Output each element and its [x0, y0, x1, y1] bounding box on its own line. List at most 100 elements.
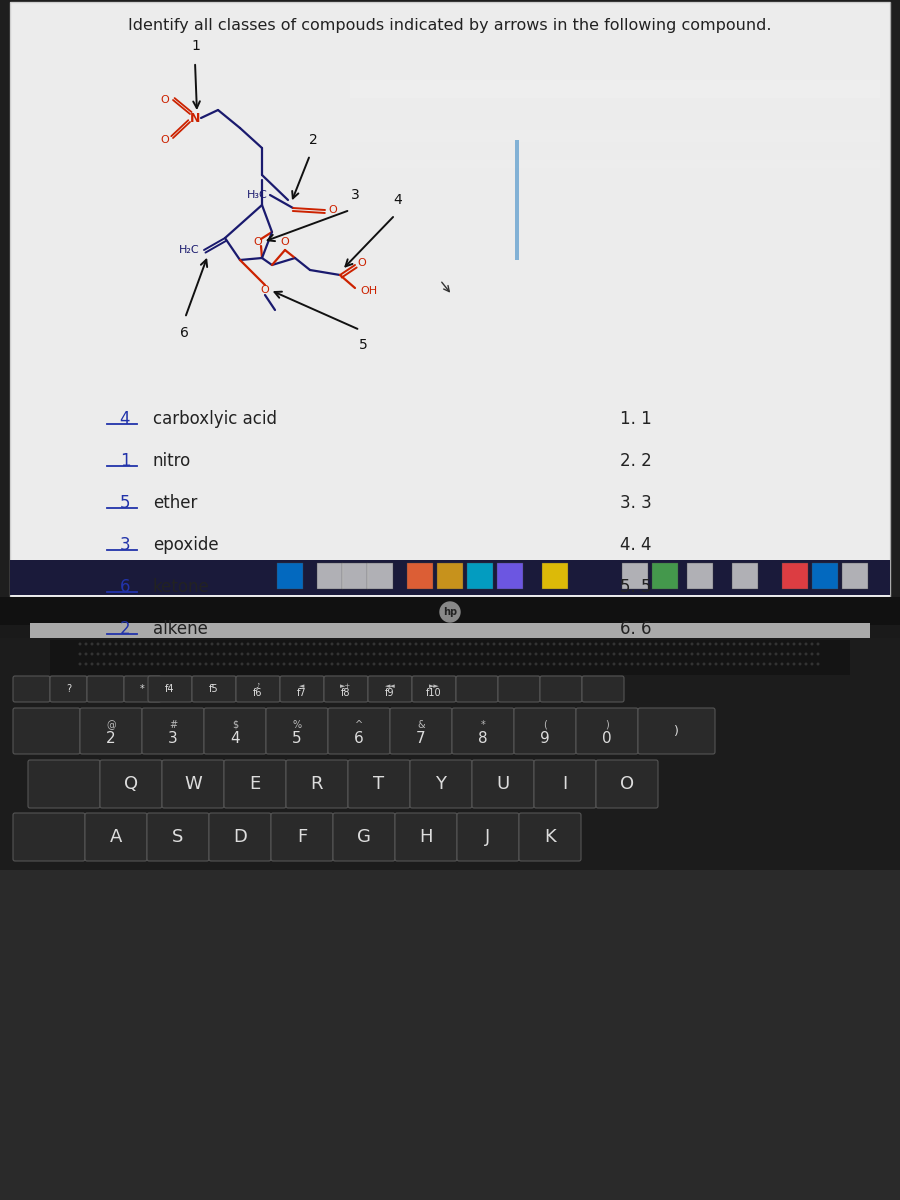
- Circle shape: [577, 643, 579, 644]
- Text: ►►: ►►: [428, 683, 439, 689]
- Circle shape: [361, 653, 363, 655]
- Text: 5. 5: 5. 5: [620, 578, 652, 596]
- Circle shape: [493, 643, 495, 644]
- Circle shape: [739, 664, 741, 665]
- Circle shape: [811, 643, 813, 644]
- Text: 1: 1: [192, 38, 201, 53]
- Circle shape: [367, 653, 369, 655]
- Circle shape: [631, 643, 633, 644]
- Circle shape: [307, 653, 309, 655]
- Circle shape: [145, 653, 147, 655]
- Text: H₂C: H₂C: [179, 245, 200, 254]
- Circle shape: [631, 653, 633, 655]
- Circle shape: [421, 643, 423, 644]
- Text: 3: 3: [351, 188, 359, 202]
- Circle shape: [379, 643, 381, 644]
- Circle shape: [163, 643, 165, 644]
- Text: ►+: ►+: [340, 683, 352, 689]
- Circle shape: [199, 664, 201, 665]
- Bar: [467, 563, 493, 589]
- FancyBboxPatch shape: [519, 814, 581, 862]
- Circle shape: [547, 643, 549, 644]
- Circle shape: [619, 643, 621, 644]
- Circle shape: [799, 643, 801, 644]
- Circle shape: [385, 653, 387, 655]
- Circle shape: [133, 643, 135, 644]
- FancyBboxPatch shape: [85, 814, 147, 862]
- Circle shape: [529, 643, 531, 644]
- Circle shape: [793, 653, 795, 655]
- Bar: [812, 563, 838, 589]
- Text: #: #: [169, 720, 177, 730]
- Circle shape: [745, 653, 747, 655]
- FancyBboxPatch shape: [162, 760, 224, 808]
- Circle shape: [253, 664, 255, 665]
- Bar: [350, 130, 880, 142]
- Circle shape: [367, 664, 369, 665]
- Circle shape: [739, 643, 741, 644]
- Bar: [277, 563, 303, 589]
- Circle shape: [79, 653, 81, 655]
- Text: alkene: alkene: [153, 620, 208, 638]
- Circle shape: [241, 643, 243, 644]
- Circle shape: [505, 643, 507, 644]
- Bar: [10, 560, 890, 595]
- Circle shape: [181, 664, 183, 665]
- Text: epoxide: epoxide: [153, 536, 219, 554]
- Circle shape: [595, 643, 597, 644]
- Circle shape: [145, 643, 147, 644]
- Text: *: *: [140, 684, 145, 694]
- Circle shape: [781, 664, 783, 665]
- FancyBboxPatch shape: [266, 708, 328, 754]
- Circle shape: [325, 643, 327, 644]
- Text: 4: 4: [120, 410, 130, 428]
- Text: 9: 9: [540, 731, 550, 746]
- FancyBboxPatch shape: [540, 676, 582, 702]
- Circle shape: [433, 653, 435, 655]
- Text: ◄◄: ◄◄: [384, 683, 395, 689]
- Circle shape: [457, 653, 459, 655]
- Circle shape: [817, 664, 819, 665]
- Text: U: U: [497, 775, 509, 793]
- Circle shape: [451, 653, 453, 655]
- Circle shape: [259, 643, 261, 644]
- Circle shape: [97, 653, 99, 655]
- Text: 4. 4: 4. 4: [620, 536, 652, 554]
- Text: O: O: [160, 134, 169, 145]
- Circle shape: [133, 664, 135, 665]
- Circle shape: [667, 643, 669, 644]
- Circle shape: [181, 653, 183, 655]
- Circle shape: [169, 664, 171, 665]
- Circle shape: [619, 653, 621, 655]
- FancyBboxPatch shape: [412, 676, 456, 702]
- Text: E: E: [249, 775, 261, 793]
- FancyBboxPatch shape: [80, 708, 142, 754]
- Text: 6: 6: [120, 578, 130, 596]
- Circle shape: [763, 653, 765, 655]
- Text: 3: 3: [120, 536, 130, 554]
- Text: 1: 1: [120, 452, 130, 470]
- FancyBboxPatch shape: [224, 760, 286, 808]
- Circle shape: [79, 643, 81, 644]
- Circle shape: [721, 664, 723, 665]
- Circle shape: [259, 653, 261, 655]
- Circle shape: [217, 643, 219, 644]
- Circle shape: [241, 664, 243, 665]
- FancyBboxPatch shape: [286, 760, 348, 808]
- Circle shape: [97, 664, 99, 665]
- Circle shape: [727, 643, 729, 644]
- Circle shape: [433, 664, 435, 665]
- Circle shape: [649, 653, 651, 655]
- Text: 6: 6: [180, 326, 188, 340]
- Circle shape: [523, 643, 525, 644]
- Circle shape: [397, 664, 399, 665]
- Circle shape: [613, 664, 615, 665]
- Circle shape: [505, 653, 507, 655]
- Circle shape: [421, 664, 423, 665]
- Text: @: @: [106, 720, 116, 730]
- FancyBboxPatch shape: [368, 676, 412, 702]
- FancyBboxPatch shape: [498, 676, 540, 702]
- Circle shape: [379, 664, 381, 665]
- Text: 4: 4: [393, 193, 402, 206]
- Circle shape: [253, 643, 255, 644]
